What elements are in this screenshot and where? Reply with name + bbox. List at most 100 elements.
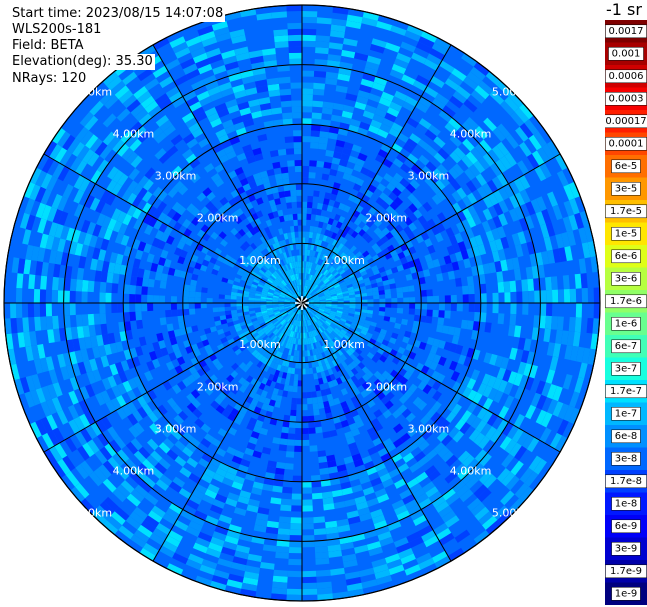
ppi-cell — [317, 450, 327, 458]
ppi-cell — [366, 466, 378, 476]
ppi-cell — [453, 463, 467, 476]
ppi-cell — [289, 269, 293, 276]
ppi-cell — [539, 162, 552, 179]
ppi-cell — [267, 291, 274, 296]
ppi-cell — [319, 307, 325, 311]
ppi-cell — [372, 290, 380, 296]
ppi-cell — [40, 189, 52, 205]
ppi-cell — [420, 365, 430, 375]
ppi-cell — [242, 144, 253, 153]
ppi-cell — [266, 297, 273, 300]
ppi-cell — [191, 515, 205, 527]
ppi-cell — [343, 141, 354, 150]
ppi-cell — [384, 346, 393, 354]
ppi-cell — [371, 38, 387, 48]
ppi-cell — [82, 148, 95, 164]
ppi-cell — [272, 581, 288, 589]
ppi-cell — [352, 267, 359, 274]
ppi-cell — [354, 311, 361, 316]
ppi-cell — [348, 252, 356, 260]
ppi-cell — [321, 345, 327, 352]
ppi-cell — [326, 335, 332, 342]
ppi-cell — [376, 336, 384, 344]
ppi-cell — [227, 338, 235, 345]
ppi-cell — [249, 338, 256, 345]
ppi-cell — [229, 257, 237, 265]
ppi-cell — [305, 320, 309, 327]
ppi-cell — [319, 266, 325, 273]
ppi-cell — [377, 347, 385, 355]
ppi-cell — [279, 309, 286, 313]
ppi-cell — [333, 329, 340, 335]
ppi-cell — [341, 238, 348, 246]
ppi-cell — [224, 294, 231, 300]
ppi-cell — [356, 354, 364, 362]
ppi-cell — [112, 139, 125, 153]
ppi-cell — [226, 466, 238, 476]
ppi-cell — [296, 398, 302, 405]
ppi-cell — [353, 287, 361, 292]
ppi-cell — [300, 308, 302, 315]
ppi-cell — [309, 250, 314, 257]
ppi-cell — [338, 202, 346, 211]
ppi-cell — [415, 101, 429, 114]
ppi-cell — [326, 249, 332, 257]
ppi-cell — [189, 158, 201, 169]
ppi-cell — [102, 113, 117, 128]
ppi-cell — [296, 314, 299, 321]
ppi-cell — [434, 232, 444, 243]
ppi-cell — [126, 493, 141, 507]
ppi-cell — [217, 428, 228, 438]
ppi-cell — [439, 175, 451, 187]
ppi-cell — [287, 439, 295, 446]
ppi-cell — [290, 303, 297, 305]
ppi-cell — [275, 322, 281, 329]
colorbar-tick-label: 0.0017 — [609, 26, 644, 37]
ppi-cell — [266, 239, 273, 247]
ppi-cell — [319, 306, 326, 310]
ppi-cell — [297, 291, 301, 298]
ppi-cell — [307, 299, 314, 302]
ppi-cell — [302, 428, 309, 435]
ppi-cell — [185, 442, 197, 453]
ppi-cell — [277, 254, 283, 261]
ppi-cell — [328, 258, 334, 265]
ppi-cell — [346, 14, 363, 24]
ppi-cell — [218, 154, 229, 164]
ppi-cell — [293, 380, 298, 387]
ppi-cell — [460, 249, 469, 260]
ppi-cell — [310, 291, 316, 296]
ppi-cell — [267, 309, 274, 313]
ppi-cell — [212, 307, 219, 313]
ppi-cell — [302, 279, 305, 286]
ppi-cell — [356, 276, 364, 282]
ppi-cell — [91, 509, 107, 525]
ppi-cell — [133, 529, 150, 543]
ppi-cell — [124, 134, 138, 148]
ppi-cell — [292, 295, 298, 300]
ppi-cell — [272, 304, 279, 307]
ppi-cell — [138, 480, 152, 493]
ppi-cell — [81, 314, 89, 327]
ppi-cell — [427, 296, 434, 303]
ppi-cell — [298, 279, 301, 286]
ppi-cell — [569, 288, 577, 303]
ppi-cell — [25, 214, 36, 231]
ppi-cell — [306, 332, 310, 339]
ppi-cell — [302, 356, 306, 363]
ppi-cell — [97, 226, 108, 239]
ppi-cell — [120, 234, 130, 246]
ppi-cell — [130, 155, 143, 168]
ppi-cell — [404, 95, 419, 107]
ppi-cell — [292, 268, 296, 275]
ppi-cell — [288, 250, 293, 257]
ppi-cell — [141, 303, 148, 312]
ppi-cell — [261, 403, 269, 411]
ppi-cell — [314, 329, 319, 336]
ppi-cell — [29, 167, 42, 185]
ppi-cell — [474, 506, 490, 521]
ppi-cell — [563, 405, 575, 422]
ppi-cell — [400, 163, 411, 174]
ppi-cell — [345, 281, 353, 286]
ppi-cell — [497, 281, 505, 293]
